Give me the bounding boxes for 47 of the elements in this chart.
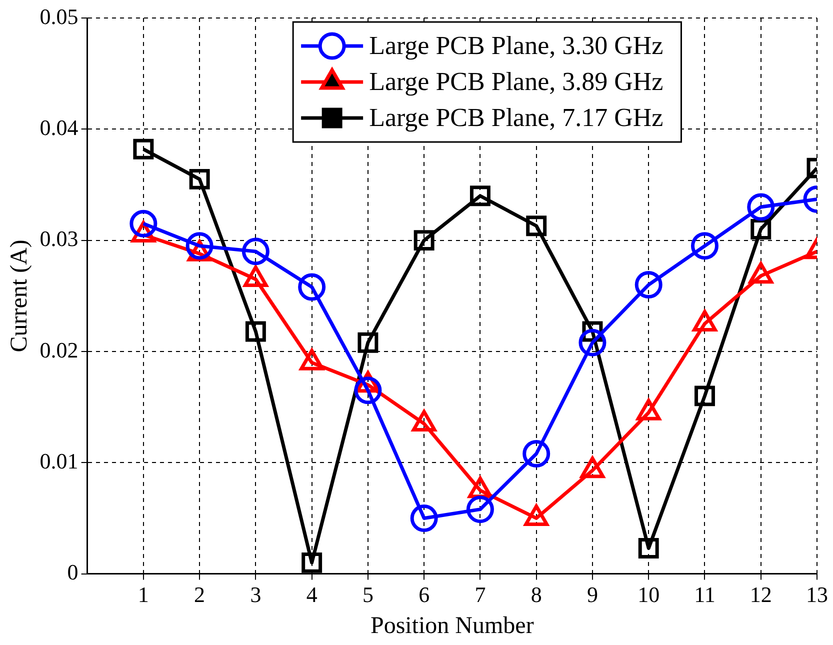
y-tick-label: 0.04	[40, 114, 78, 140]
x-tick-label: 4	[306, 582, 318, 607]
point	[750, 218, 772, 240]
point	[186, 232, 214, 260]
x-tick-label: 7	[474, 582, 486, 607]
point	[690, 232, 718, 260]
y-tick-label: 0.02	[40, 337, 78, 362]
point	[747, 193, 775, 221]
x-tick-label: 1	[138, 582, 149, 607]
point	[302, 552, 322, 573]
x-tick-label: 2	[194, 582, 206, 607]
point	[130, 210, 158, 238]
point	[694, 386, 715, 406]
point	[634, 271, 662, 299]
point	[358, 332, 378, 353]
point	[133, 138, 154, 160]
legend-label: Large PCB Plane, 3.89 GHz	[369, 66, 664, 96]
y-axis-title: Current (A)	[6, 240, 33, 352]
point	[410, 504, 438, 532]
point	[245, 321, 266, 342]
x-tick-label: 8	[530, 582, 542, 607]
x-axis-title: Position Number	[370, 612, 534, 639]
legend-label: Large PCB Plane, 3.30 GHz	[369, 30, 664, 60]
point	[189, 168, 210, 190]
y-tick-label: 0.01	[40, 448, 78, 474]
point	[242, 238, 270, 266]
x-tick-label: 6	[418, 582, 430, 607]
point	[578, 328, 606, 356]
y-tick-label: 0.03	[40, 226, 78, 252]
point	[526, 216, 547, 236]
x-tick-label: 5	[362, 582, 374, 607]
y-tick-label: 0.05	[40, 4, 78, 29]
point	[466, 496, 494, 524]
x-tick-label: 13	[806, 582, 828, 607]
x-tick-label: 9	[586, 582, 598, 607]
legend-label: Large PCB Plane, 7.17 GHz	[369, 102, 664, 132]
point	[298, 273, 326, 301]
point	[414, 230, 434, 251]
x-tick-label: 12	[750, 582, 772, 607]
point	[638, 538, 659, 558]
point	[470, 186, 490, 206]
point	[522, 440, 550, 468]
point	[354, 376, 382, 404]
x-tick-label: 10	[638, 582, 660, 607]
x-tick-label: 3	[250, 582, 262, 607]
x-tick-label: 11	[694, 582, 716, 607]
y-tick-label: 0	[67, 560, 78, 585]
